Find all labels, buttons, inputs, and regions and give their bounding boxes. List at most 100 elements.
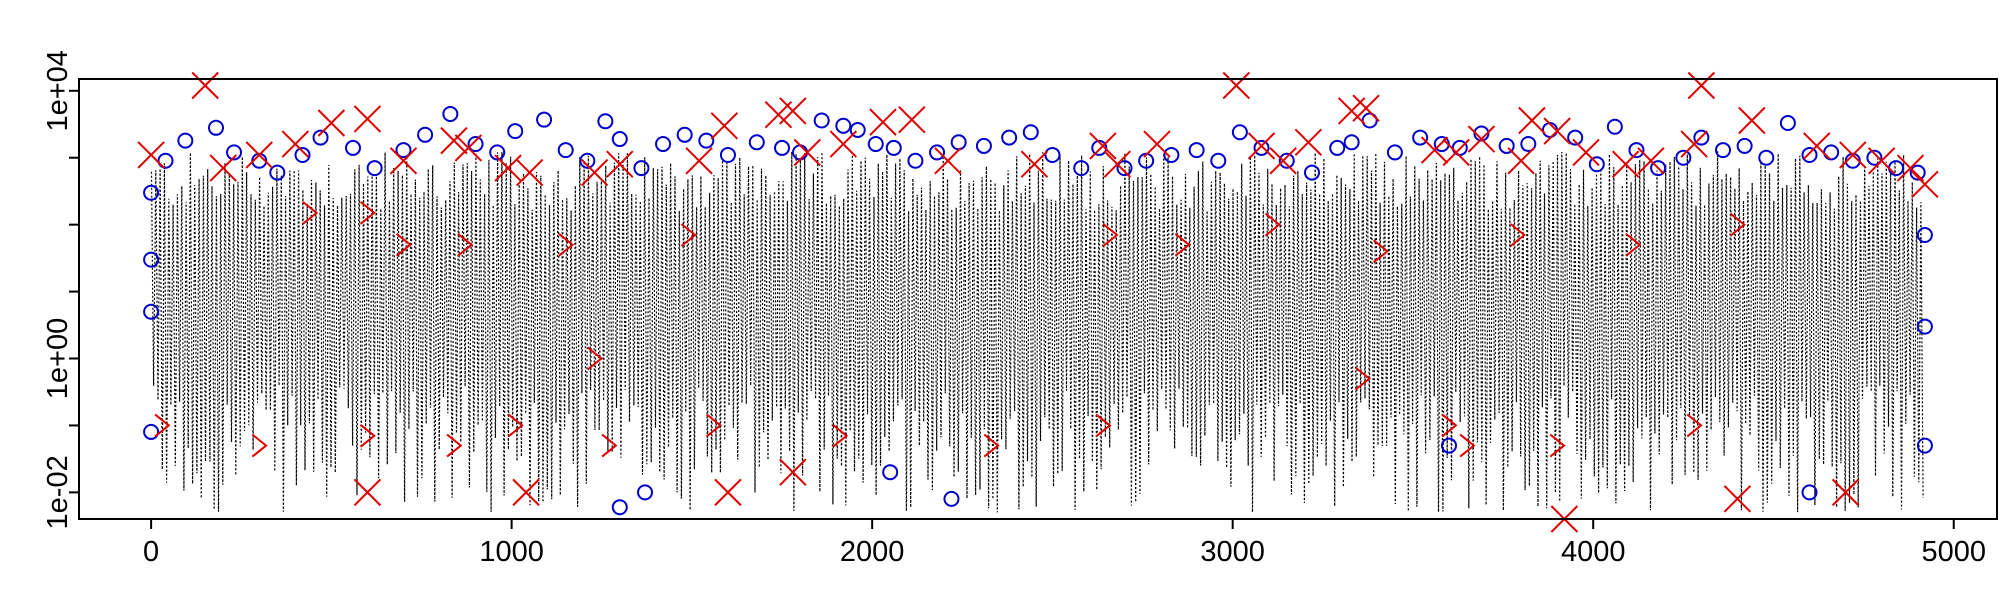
circle-marker [1606,118,1623,135]
circle-marker [719,146,736,163]
cross-marker [1143,130,1171,158]
cross-marker [1831,478,1860,507]
cross-marker [1247,132,1276,160]
circle-marker [1675,149,1692,166]
circle-marker [1188,142,1205,159]
circle-marker [1498,137,1515,154]
x-tick-label: 4000 [1561,536,1626,568]
circle-marker [1916,437,1933,454]
circle-marker [1343,134,1360,151]
cross-marker [1518,106,1546,135]
chevron-marker [251,433,268,458]
circle-marker [157,152,174,169]
circle-marker [1412,129,1429,146]
circle-marker [1163,146,1180,163]
circle-marker [507,123,524,140]
cross-marker [281,130,310,158]
cross-marker [454,134,483,162]
chevron-marker [1686,413,1703,438]
chevron-marker [1373,239,1389,264]
cross-marker [1222,71,1250,100]
circle-marker [143,251,160,268]
circle-marker [1715,142,1731,159]
circle-marker [1779,115,1796,132]
cross-marker [714,478,742,507]
circle-marker [885,139,902,156]
circle-marker [907,152,924,169]
cross-marker [515,158,544,187]
chevron-marker [1102,223,1119,247]
circle-marker [345,139,361,156]
circle-marker [611,499,628,516]
circle-marker [1001,129,1018,146]
cross-marker [934,147,962,175]
circle-marker [1073,160,1090,177]
circle-marker [579,152,596,169]
chevron-marker [601,433,618,458]
circle-marker [611,131,628,148]
circle-marker [1044,146,1061,163]
circle-marker [1628,142,1645,159]
cross-marker [440,126,468,155]
cross-marker [1572,138,1600,167]
cross-marker [1896,154,1925,182]
cross-marker [1352,94,1380,122]
circle-marker [442,105,459,122]
circle-marker [748,134,765,151]
chevron-marker [832,424,849,448]
chevron-marker [1264,212,1281,237]
circle-marker [882,464,899,481]
circle-marker [676,126,693,143]
circle-marker [1253,139,1270,156]
circle-marker [950,134,967,151]
circle-marker [366,160,383,177]
circle-marker [294,146,311,163]
chevron-marker [1095,413,1112,438]
circle-marker [655,136,672,153]
chevron-marker [706,413,723,438]
circle-marker [1231,124,1248,141]
cross-marker [1543,117,1571,145]
cross-marker [1020,150,1049,178]
chevron-marker [1459,433,1476,458]
circle-marker [467,136,484,153]
circle-marker [698,132,715,149]
chevron-marker [154,413,171,438]
circle-marker [637,484,654,501]
cross-marker [1680,130,1708,158]
cross-marker [606,150,634,178]
cross-marker [191,71,219,100]
chevron-marker [302,201,319,225]
y-tick-label: 1e-02 [42,455,74,529]
cross-marker [898,105,926,134]
marker-layer [137,71,1939,533]
circle-marker [1758,149,1775,166]
chevron-marker [446,433,463,458]
x-tick-label: 3000 [1200,536,1265,568]
cross-marker [1911,170,1939,199]
cross-marker [685,147,713,175]
circle-marker [143,423,160,440]
circle-marker [1361,112,1378,129]
chevron-marker [359,201,376,225]
chevron-marker [359,424,376,448]
circle-marker [1473,125,1490,142]
chevron-marker [587,346,604,371]
chevron-marker [1549,433,1566,458]
x-tick-label: 5000 [1921,536,1986,568]
circle-marker [813,112,830,129]
circle-marker [1888,160,1905,177]
circle-marker [1693,129,1710,146]
chevron-marker [507,413,524,438]
cross-marker [1687,71,1716,100]
circle-marker [417,126,434,143]
cross-marker [1867,147,1896,175]
circle-marker [1801,484,1818,501]
cross-marker [1420,136,1449,164]
circle-marker [1278,152,1295,169]
circle-marker [1801,146,1818,163]
circle-marker [1022,124,1039,141]
series-line [150,151,1924,513]
